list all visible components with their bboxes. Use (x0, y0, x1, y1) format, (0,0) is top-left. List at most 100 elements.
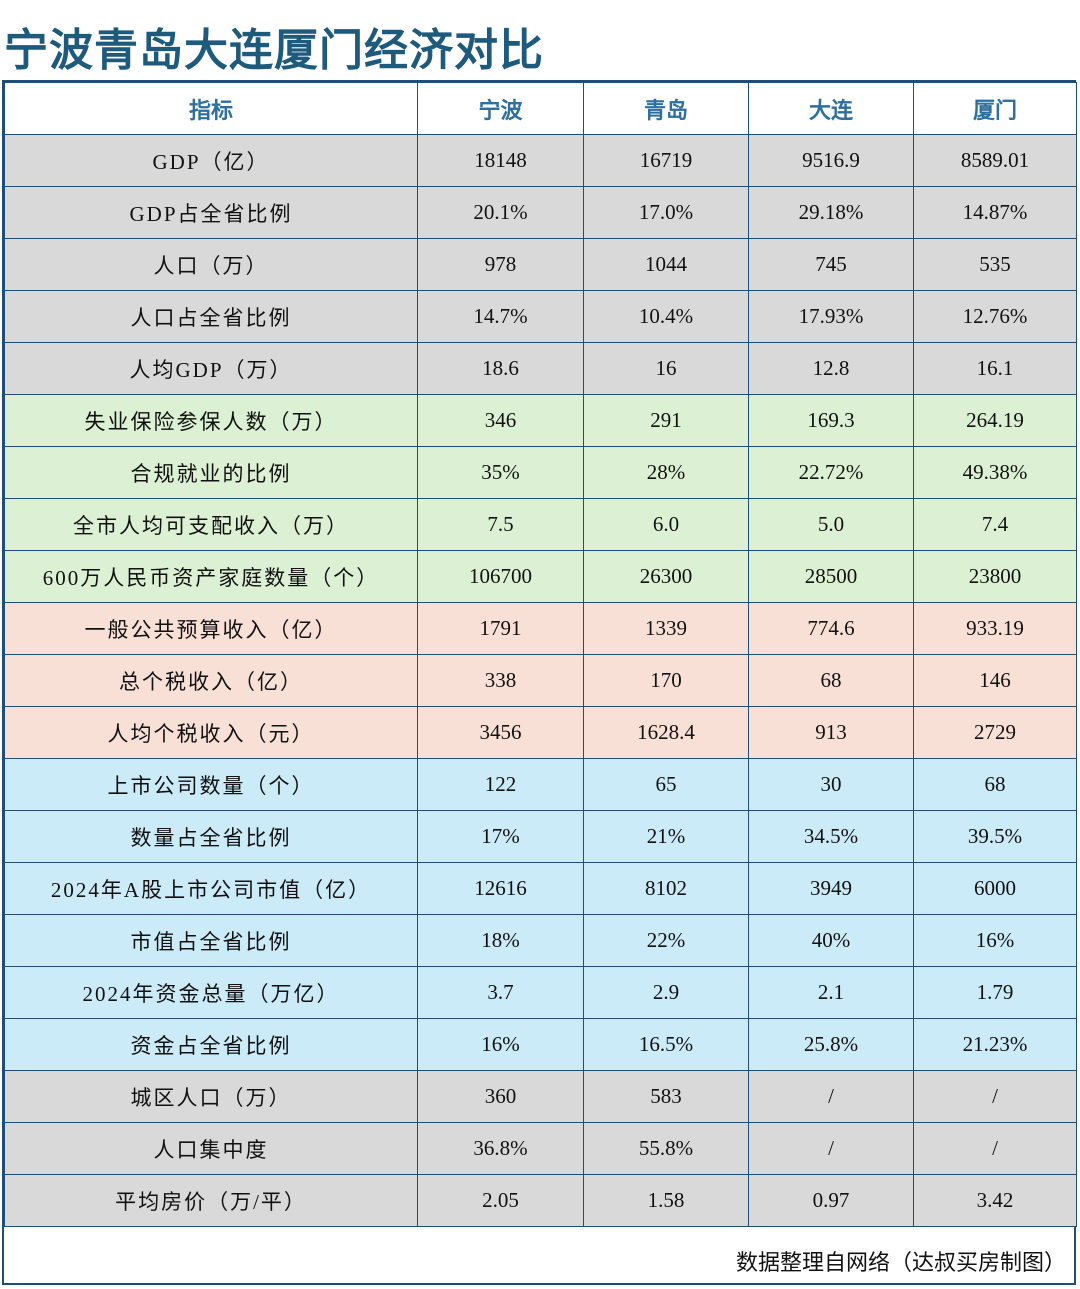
table-row: 总个税收入（亿） 338 170 68 146 (4, 654, 1077, 707)
cell: 7.5 (417, 498, 584, 551)
cell: 1628.4 (583, 706, 749, 759)
cell: 23800 (913, 550, 1077, 603)
cell: 913 (748, 706, 914, 759)
cell: 3949 (748, 862, 914, 915)
cell: 360 (417, 1070, 584, 1123)
column-header: 指标 (4, 82, 418, 135)
table-row: 全市人均可支配收入（万） 7.5 6.0 5.0 7.4 (4, 498, 1077, 551)
cell: 39.5% (913, 810, 1077, 863)
cell: 65 (583, 758, 749, 811)
table-row: 2024年A股上市公司市值（亿） 12616 8102 3949 6000 (4, 862, 1077, 915)
cell: 0.97 (748, 1174, 914, 1227)
cell: 18148 (417, 134, 584, 187)
cell: 1044 (583, 238, 749, 291)
cell: 18.6 (417, 342, 584, 395)
table-row: 人口集中度 36.8% 55.8% / / (4, 1122, 1077, 1175)
cell: 291 (583, 394, 749, 447)
table: 指标 宁波 青岛 大连 厦门 GDP（亿） 18148 16719 9516.9 8589.01… (4, 82, 1077, 1227)
row-label: 600万人民币资产家庭数量（个） (4, 550, 418, 603)
cell: 933.19 (913, 602, 1077, 655)
cell: 106700 (417, 550, 584, 603)
cell: 49.38% (913, 446, 1077, 499)
cell: 535 (913, 238, 1077, 291)
table-row: 一般公共预算收入（亿） 1791 1339 774.6 933.19 (4, 602, 1077, 655)
cell: 18% (417, 914, 584, 967)
cell: 17.0% (583, 186, 749, 239)
cell: 22% (583, 914, 749, 967)
row-label: 失业保险参保人数（万） (4, 394, 418, 447)
cell: 10.4% (583, 290, 749, 343)
cell: 25.8% (748, 1018, 914, 1071)
column-header: 宁波 (417, 82, 584, 135)
cell: 122 (417, 758, 584, 811)
row-label: 全市人均可支配收入（万） (4, 498, 418, 551)
row-label: 上市公司数量（个） (4, 758, 418, 811)
row-label: 人均GDP（万） (4, 342, 418, 395)
source-note: 数据整理自网络（达叔买房制图） (735, 1251, 1066, 1276)
row-label: 总个税收入（亿） (4, 654, 418, 707)
cell: 14.7% (417, 290, 584, 343)
cell: / (913, 1122, 1077, 1175)
cell: 14.87% (913, 186, 1077, 239)
cell: 22.72% (748, 446, 914, 499)
table-row: 2024年资金总量（万亿） 3.7 2.9 2.1 1.79 (4, 966, 1077, 1019)
row-label: GDP占全省比例 (4, 186, 418, 239)
cell: 264.19 (913, 394, 1077, 447)
cell: 1339 (583, 602, 749, 655)
cell: 29.18% (748, 186, 914, 239)
title: 宁波青岛大连厦门经济对比 (4, 25, 544, 76)
table-row: 人均个税收入（元） 3456 1628.4 913 2729 (4, 706, 1077, 759)
table-row: GDP占全省比例 20.1% 17.0% 29.18% 14.87% (4, 186, 1077, 239)
cell: 3.7 (417, 966, 584, 1019)
table-row: 资金占全省比例 16% 16.5% 25.8% 21.23% (4, 1018, 1077, 1071)
cell: 8589.01 (913, 134, 1077, 187)
column-header: 厦门 (913, 82, 1077, 135)
cell: 12.76% (913, 290, 1077, 343)
row-label: 合规就业的比例 (4, 446, 418, 499)
cell: 9516.9 (748, 134, 914, 187)
table-row: 数量占全省比例 17% 21% 34.5% 39.5% (4, 810, 1077, 863)
table-row: 人均GDP（万） 18.6 16 12.8 16.1 (4, 342, 1077, 395)
cell: 35% (417, 446, 584, 499)
row-label: 平均房价（万/平） (4, 1174, 418, 1227)
cell: 16.1 (913, 342, 1077, 395)
cell: 2.05 (417, 1174, 584, 1227)
cell: 17.93% (748, 290, 914, 343)
row-label: 人口（万） (4, 238, 418, 291)
table-row: 失业保险参保人数（万） 346 291 169.3 264.19 (4, 394, 1077, 447)
cell: 12616 (417, 862, 584, 915)
cell: 1791 (417, 602, 584, 655)
cell: / (748, 1122, 914, 1175)
cell: 16% (417, 1018, 584, 1071)
cell: 28% (583, 446, 749, 499)
cell: 21% (583, 810, 749, 863)
cell: 28500 (748, 550, 914, 603)
column-header: 青岛 (583, 82, 749, 135)
cell: 978 (417, 238, 584, 291)
row-label: 一般公共预算收入（亿） (4, 602, 418, 655)
column-header: 大连 (748, 82, 914, 135)
cell: / (913, 1070, 1077, 1123)
header-row: 指标 宁波 青岛 大连 厦门 (4, 82, 1077, 135)
row-label: 人口集中度 (4, 1122, 418, 1175)
cell: 16719 (583, 134, 749, 187)
cell: 1.58 (583, 1174, 749, 1227)
cell: 12.8 (748, 342, 914, 395)
table-row: 合规就业的比例 35% 28% 22.72% 49.38% (4, 446, 1077, 499)
cell: 774.6 (748, 602, 914, 655)
cell: 2.1 (748, 966, 914, 1019)
table-row: 人口占全省比例 14.7% 10.4% 17.93% 12.76% (4, 290, 1077, 343)
cell: 8102 (583, 862, 749, 915)
cell: 2.9 (583, 966, 749, 1019)
row-label: 资金占全省比例 (4, 1018, 418, 1071)
cell: 6.0 (583, 498, 749, 551)
cell: 3.42 (913, 1174, 1077, 1227)
table-frame: 指标 宁波 青岛 大连 厦门 GDP（亿） 18148 16719 9516.9 8589.01… (2, 80, 1077, 1285)
cell: 338 (417, 654, 584, 707)
cell: 346 (417, 394, 584, 447)
table-row: 城区人口（万） 360 583// (4, 1070, 1077, 1123)
row-label: 城区人口（万） (4, 1070, 418, 1123)
cell: 583 (583, 1070, 749, 1123)
cell: 26300 (583, 550, 749, 603)
